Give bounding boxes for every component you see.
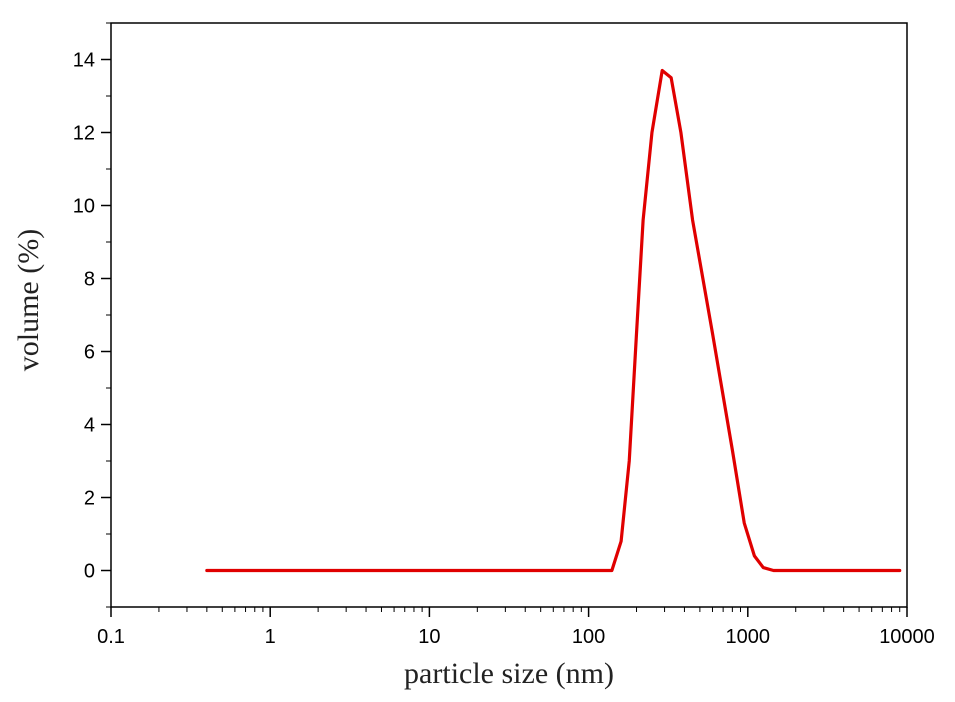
series-layer [205, 68, 902, 573]
data-point [773, 570, 775, 572]
y-tick-label: 4 [84, 415, 95, 437]
y-major-ticks [101, 58, 111, 572]
y-tick-label: 12 [73, 123, 95, 145]
y-tick-label: 6 [84, 342, 95, 364]
x-major-ticks [110, 607, 908, 617]
x-tick-labels: 0.1 1 10 100 1000 10000 [97, 626, 935, 648]
y-tick-label: 2 [84, 488, 95, 510]
data-point [661, 70, 663, 72]
data-point [651, 132, 653, 134]
x-tick-label: 100 [572, 626, 605, 648]
data-point [628, 460, 630, 462]
data-point [743, 522, 745, 524]
x-tick-label: 10000 [879, 626, 935, 648]
data-point [611, 570, 613, 572]
y-minor-ticks [106, 22, 111, 608]
data-point [762, 567, 764, 569]
data-point [636, 332, 638, 334]
x-tick-label: 1 [265, 626, 276, 648]
data-point [206, 570, 208, 572]
data-point [754, 555, 756, 557]
x-tick-label: 0.1 [97, 626, 125, 648]
x-tick-label: 1000 [726, 626, 771, 648]
x-axis-title: particle size (nm) [404, 657, 614, 690]
y-tick-label: 0 [84, 561, 95, 583]
data-point [670, 77, 672, 79]
data-point [680, 132, 682, 134]
y-tick-label: 10 [73, 196, 95, 218]
plot-frame [110, 22, 908, 608]
y-tick-label: 14 [73, 50, 95, 72]
data-point [712, 332, 714, 334]
data-point [692, 219, 694, 221]
x-minor-ticks [158, 607, 901, 612]
y-tick-labels: 0 2 4 6 8 10 12 14 [73, 50, 95, 583]
data-point [899, 570, 901, 572]
data-point [620, 541, 622, 543]
x-tick-label: 10 [418, 626, 440, 648]
data-point [642, 219, 644, 221]
y-axis-title: volume (%) [12, 229, 45, 371]
series-line [205, 68, 902, 573]
data-point [732, 449, 734, 451]
y-tick-label: 8 [84, 269, 95, 291]
